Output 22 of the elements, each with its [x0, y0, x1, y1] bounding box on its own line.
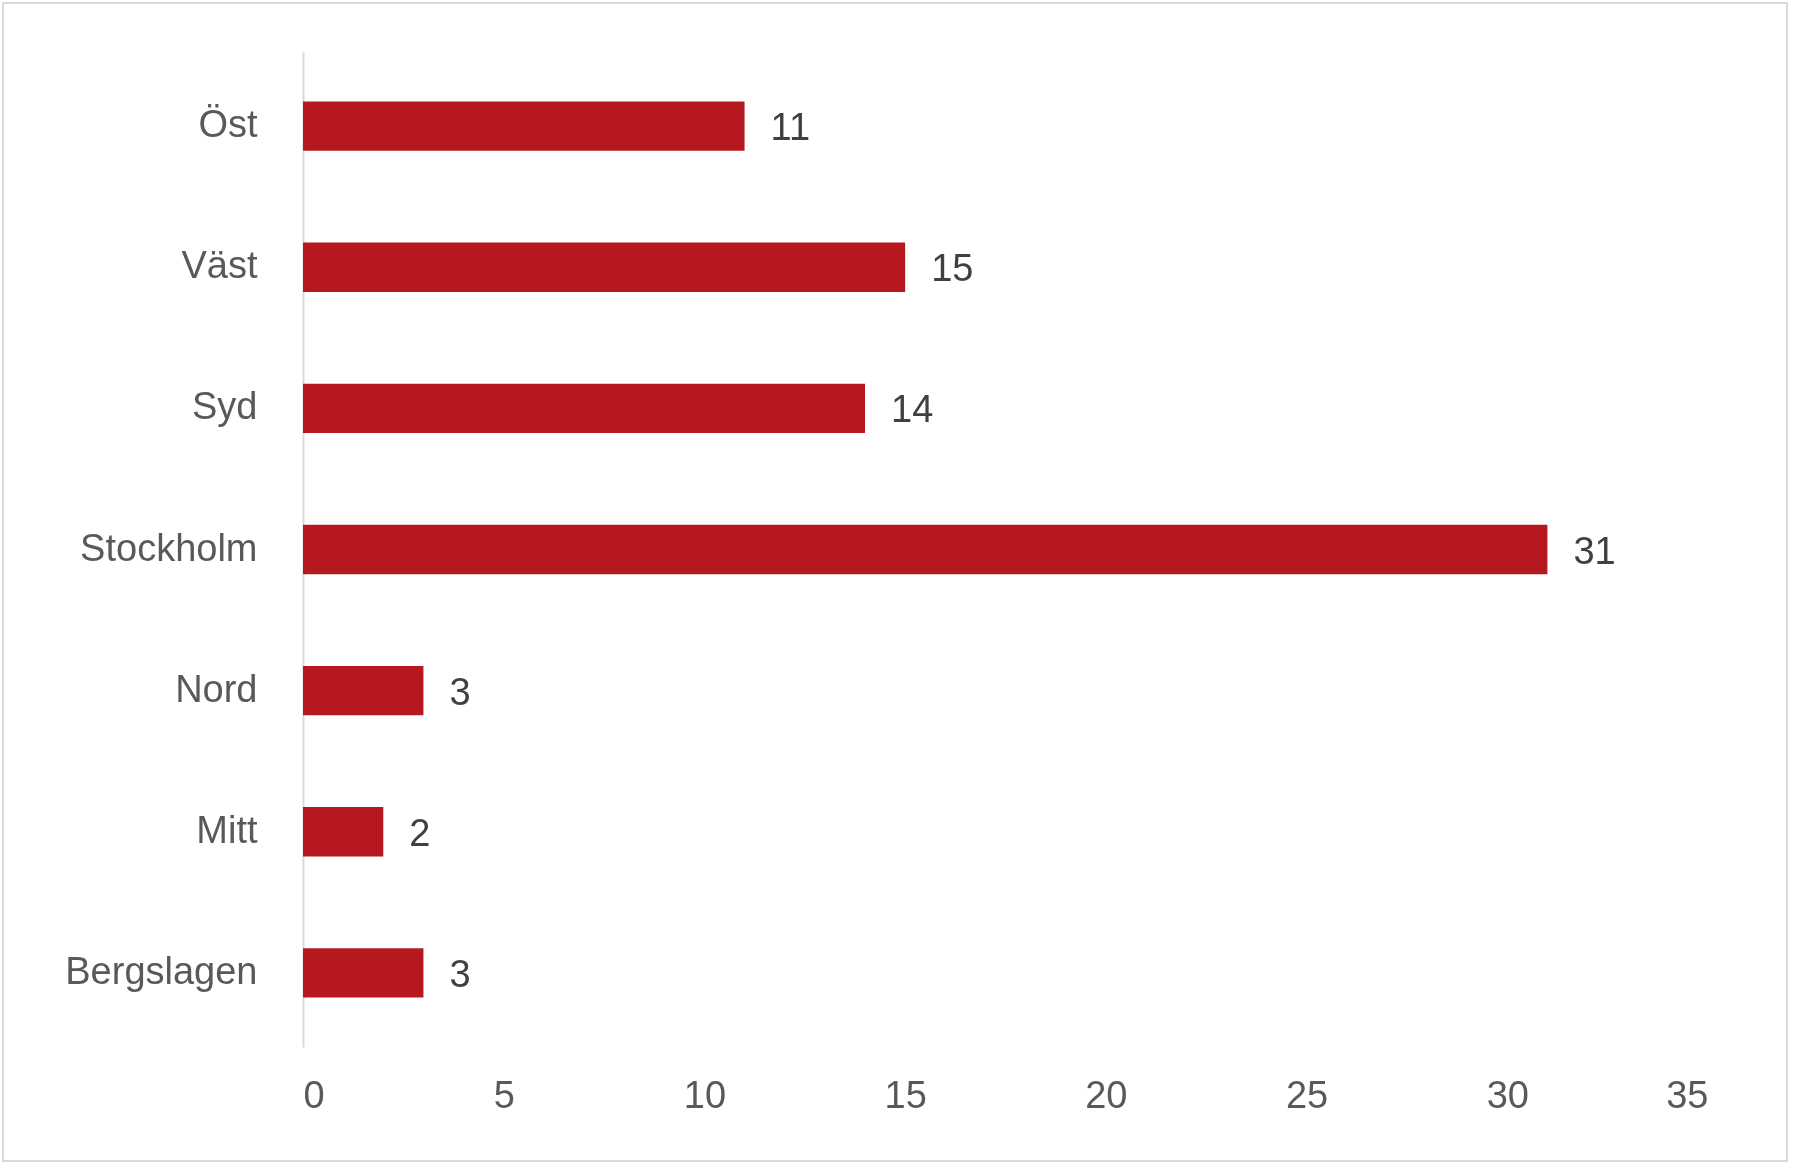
data-label: 15: [931, 247, 974, 290]
x-tick-label: 0: [303, 1073, 325, 1116]
x-tick-label: 15: [884, 1073, 927, 1116]
data-label: 14: [891, 388, 934, 431]
x-tick-label: 25: [1285, 1073, 1329, 1116]
data-label: 31: [1573, 529, 1616, 572]
x-tick-label: 10: [683, 1073, 727, 1116]
y-tick-label: Bergslagen: [65, 949, 258, 992]
x-tick-label: 5: [493, 1073, 515, 1116]
data-label: 11: [770, 106, 811, 149]
x-tick-label: 20: [1085, 1073, 1128, 1116]
data-label: 3: [449, 670, 471, 713]
y-tick-label: Syd: [192, 385, 258, 428]
y-tick-label: Väst: [181, 244, 258, 287]
data-label: 2: [409, 811, 431, 854]
y-tick-label: Stockholm: [80, 526, 258, 569]
x-tick-label: 30: [1486, 1073, 1529, 1116]
y-tick-label: Öst: [198, 103, 258, 146]
x-tick-label: 35: [1666, 1073, 1709, 1116]
y-tick-label: Nord: [175, 667, 258, 710]
y-tick-label: Mitt: [196, 808, 258, 851]
data-label: 3: [449, 952, 471, 995]
